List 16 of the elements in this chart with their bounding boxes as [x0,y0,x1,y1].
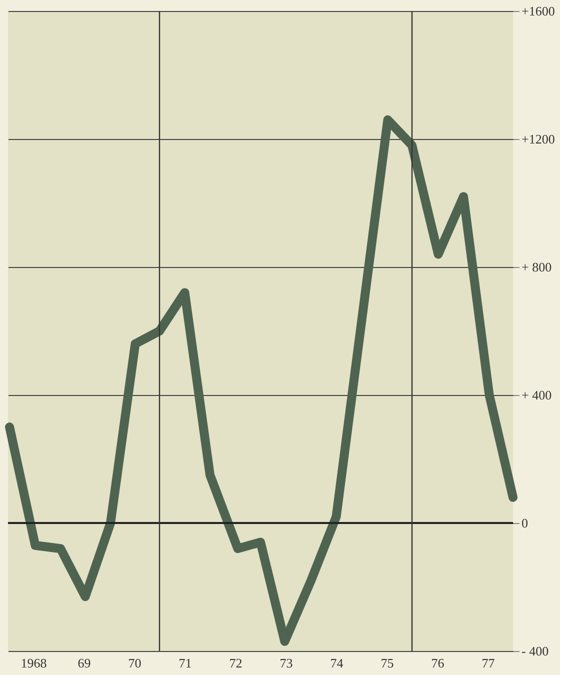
y-tick-label: +1600 [522,4,555,18]
x-tick-label: 70 [128,656,142,670]
x-tick-label: 71 [178,656,192,670]
y-tick-label: - 400 [522,644,549,658]
y-tick-label: 0 [522,516,528,530]
y-tick-label: + 400 [522,388,552,402]
y-tick-label: + 800 [522,260,552,274]
x-tick-label: 74 [330,656,344,670]
x-tick-label: 72 [229,656,242,670]
x-tick-label: 75 [380,656,394,670]
x-tick-label: 1968 [20,656,47,670]
x-tick-label: 69 [78,656,91,670]
x-tick-label: 76 [431,656,445,670]
x-tick-label: 77 [482,656,496,670]
x-tick-label: 73 [280,656,293,670]
y-tick-label: +1200 [522,132,555,146]
